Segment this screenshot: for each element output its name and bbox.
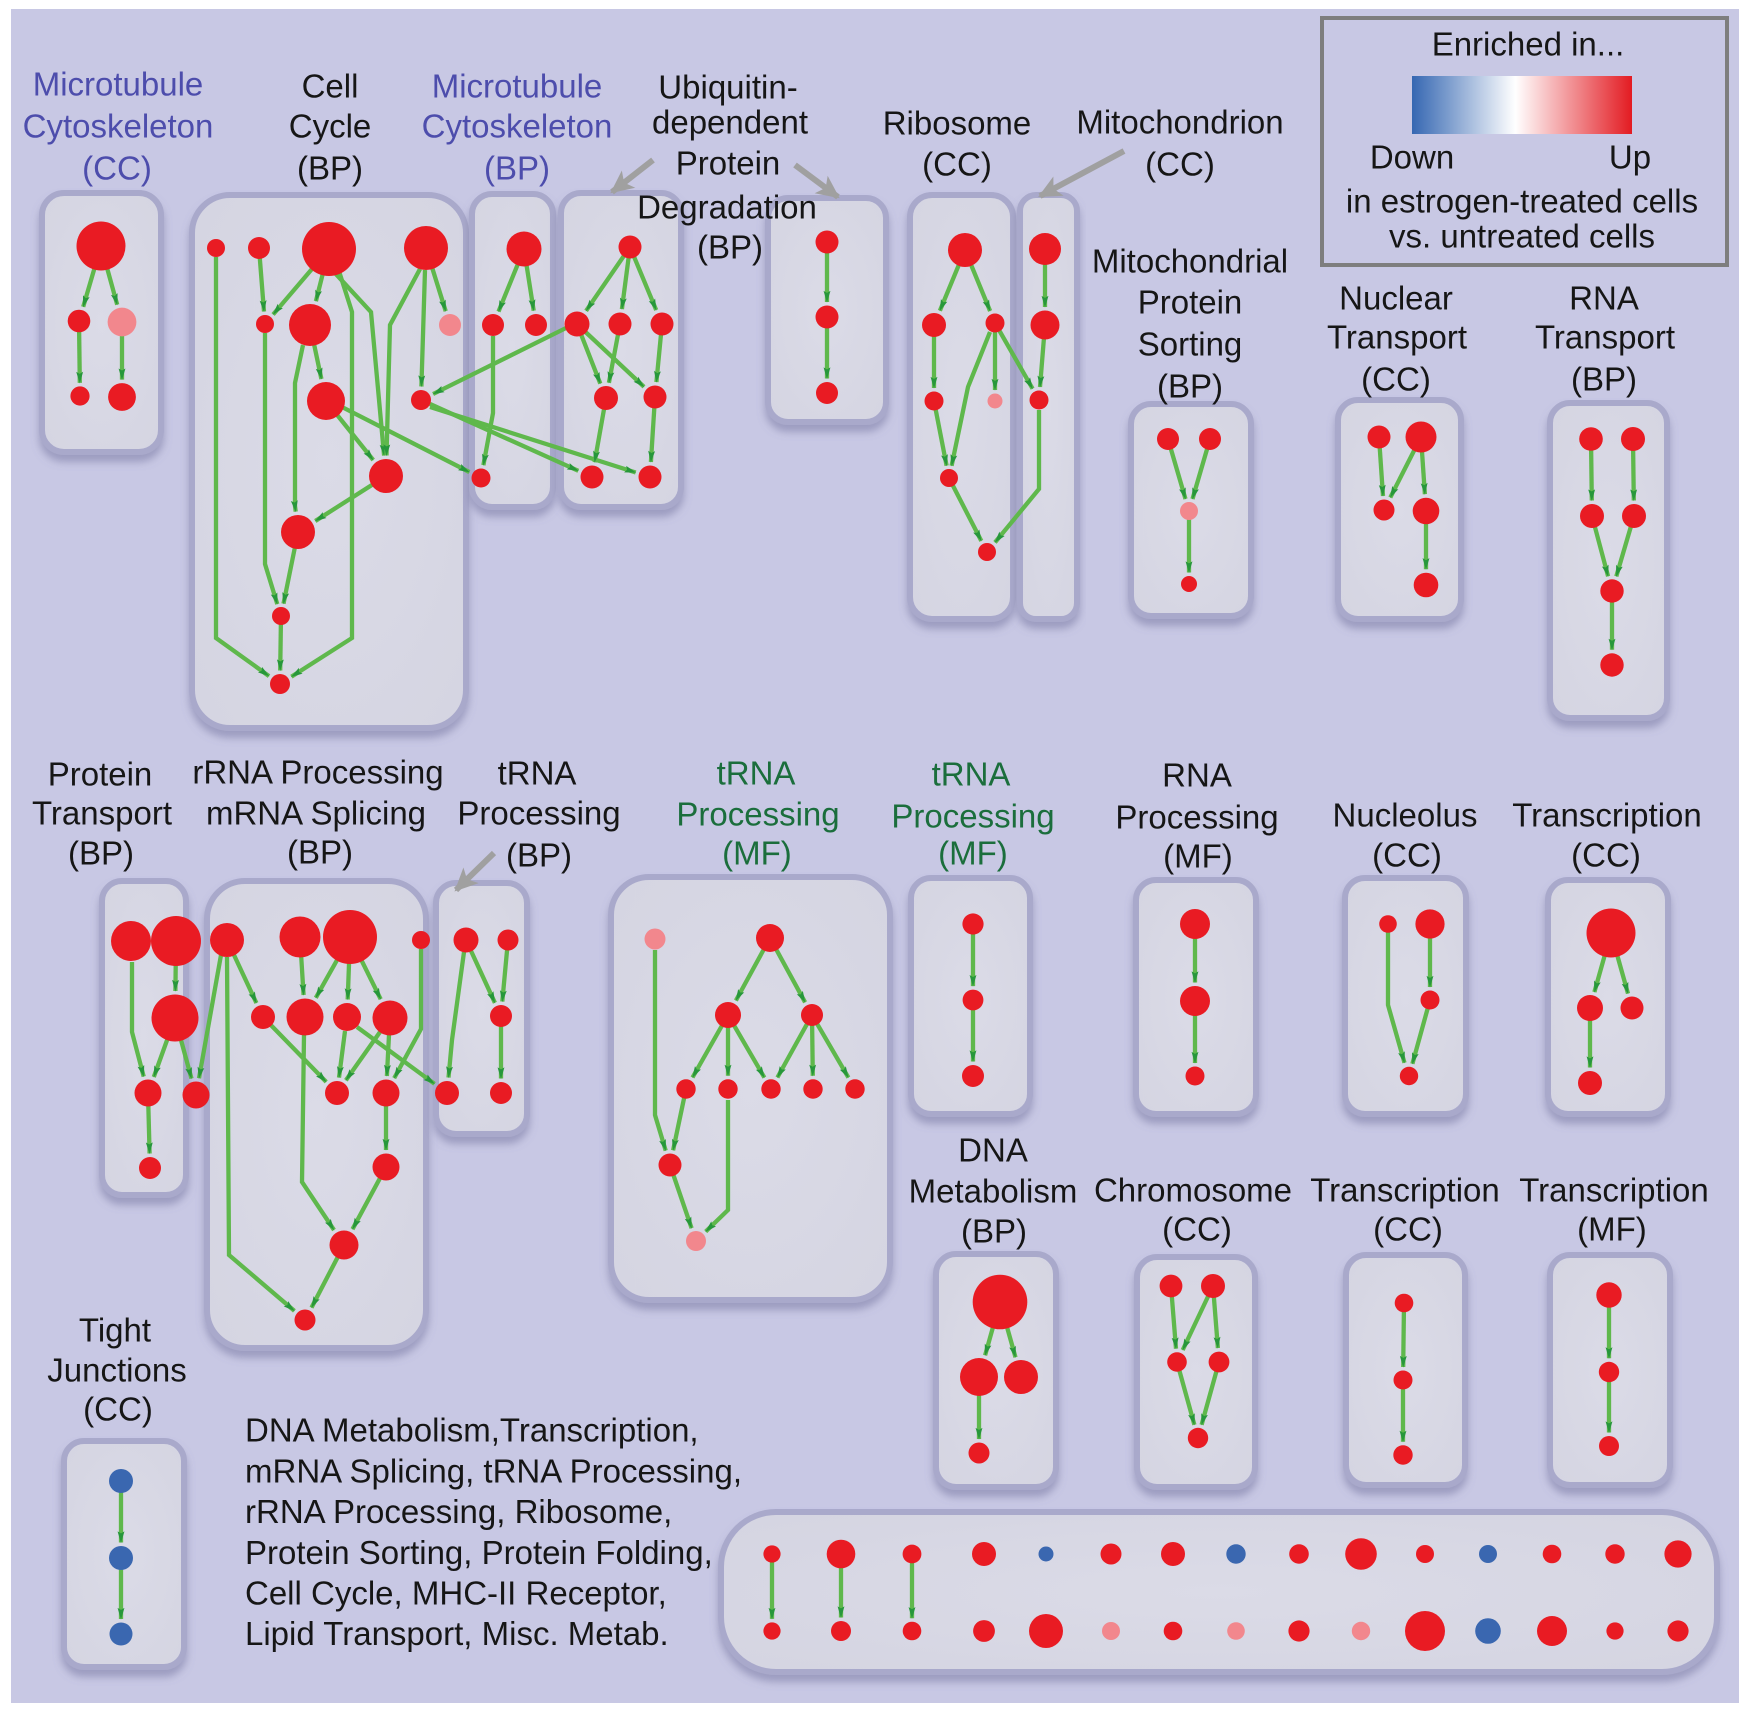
svg-text:(CC): (CC) xyxy=(83,1391,153,1428)
svg-text:Transport: Transport xyxy=(1535,319,1675,356)
svg-text:vs. untreated cells: vs. untreated cells xyxy=(1389,218,1655,255)
svg-text:Processing: Processing xyxy=(457,795,620,832)
svg-text:Down: Down xyxy=(1370,139,1454,176)
svg-text:Cell Cycle, MHC-II Receptor,: Cell Cycle, MHC-II Receptor, xyxy=(245,1575,667,1612)
svg-text:Nucleolus: Nucleolus xyxy=(1333,797,1478,834)
svg-text:Transcription: Transcription xyxy=(1512,797,1702,834)
svg-text:(BP): (BP) xyxy=(287,834,353,871)
svg-text:(BP): (BP) xyxy=(484,150,550,187)
svg-text:(CC): (CC) xyxy=(922,146,992,183)
svg-text:dependent: dependent xyxy=(652,104,808,141)
svg-text:tRNA: tRNA xyxy=(498,755,577,792)
svg-text:rRNA Processing, Ribosome,: rRNA Processing, Ribosome, xyxy=(245,1493,672,1530)
svg-text:Cell: Cell xyxy=(302,68,359,105)
svg-text:Tight: Tight xyxy=(79,1312,151,1349)
svg-text:(BP): (BP) xyxy=(1157,368,1223,405)
svg-text:Transport: Transport xyxy=(1327,319,1467,356)
svg-text:Protein: Protein xyxy=(1138,284,1243,321)
svg-text:tRNA: tRNA xyxy=(932,756,1011,793)
svg-text:(CC): (CC) xyxy=(1373,1211,1443,1248)
svg-text:Mitochondrion: Mitochondrion xyxy=(1076,104,1283,141)
svg-text:Chromosome: Chromosome xyxy=(1094,1172,1292,1209)
svg-text:in estrogen-treated cells: in estrogen-treated cells xyxy=(1346,183,1698,220)
svg-text:RNA: RNA xyxy=(1569,280,1639,317)
svg-text:(MF): (MF) xyxy=(938,835,1008,872)
svg-text:Mitochondrial: Mitochondrial xyxy=(1092,243,1288,280)
svg-text:(MF): (MF) xyxy=(722,835,792,872)
svg-text:mRNA Splicing, tRNA Processing: mRNA Splicing, tRNA Processing, xyxy=(245,1452,742,1489)
svg-text:DNA Metabolism,Transcription,: DNA Metabolism,Transcription, xyxy=(245,1412,699,1449)
svg-text:Cytoskeleton: Cytoskeleton xyxy=(23,108,214,145)
svg-text:Cytoskeleton: Cytoskeleton xyxy=(422,108,613,145)
svg-text:Ubiquitin-: Ubiquitin- xyxy=(658,69,797,106)
svg-text:Processing: Processing xyxy=(676,796,839,833)
svg-text:Degradation: Degradation xyxy=(637,189,817,226)
svg-text:Protein Sorting, Protein Foldi: Protein Sorting, Protein Folding, xyxy=(245,1534,713,1571)
svg-text:DNA: DNA xyxy=(958,1132,1028,1169)
svg-text:(CC): (CC) xyxy=(1162,1211,1232,1248)
svg-text:rRNA Processing: rRNA Processing xyxy=(192,754,443,791)
svg-text:(CC): (CC) xyxy=(1361,361,1431,398)
svg-text:(CC): (CC) xyxy=(82,150,152,187)
svg-text:mRNA Splicing: mRNA Splicing xyxy=(206,795,426,832)
svg-text:Up: Up xyxy=(1609,139,1651,176)
svg-text:Microtubule: Microtubule xyxy=(33,66,204,103)
svg-text:Protein: Protein xyxy=(676,145,781,182)
svg-text:Metabolism: Metabolism xyxy=(909,1173,1078,1210)
svg-text:Processing: Processing xyxy=(1115,799,1278,836)
svg-text:(BP): (BP) xyxy=(697,229,763,266)
svg-text:Microtubule: Microtubule xyxy=(432,68,603,105)
svg-text:Transcription: Transcription xyxy=(1310,1172,1500,1209)
svg-text:(CC): (CC) xyxy=(1571,837,1641,874)
svg-text:Protein: Protein xyxy=(48,756,153,793)
svg-text:tRNA: tRNA xyxy=(717,755,796,792)
svg-text:(BP): (BP) xyxy=(961,1213,1027,1250)
svg-text:Enriched in...: Enriched in... xyxy=(1432,26,1625,63)
svg-text:Transcription: Transcription xyxy=(1519,1172,1709,1209)
svg-text:Lipid Transport, Misc. Metab.: Lipid Transport, Misc. Metab. xyxy=(245,1615,669,1652)
svg-text:(MF): (MF) xyxy=(1163,838,1233,875)
svg-text:(BP): (BP) xyxy=(297,150,363,187)
svg-text:RNA: RNA xyxy=(1162,757,1232,794)
svg-text:(CC): (CC) xyxy=(1372,837,1442,874)
svg-text:Ribosome: Ribosome xyxy=(883,105,1032,142)
svg-text:(BP): (BP) xyxy=(1571,361,1637,398)
svg-text:(MF): (MF) xyxy=(1577,1211,1647,1248)
svg-text:Processing: Processing xyxy=(891,798,1054,835)
svg-text:(CC): (CC) xyxy=(1145,146,1215,183)
svg-text:Sorting: Sorting xyxy=(1138,326,1243,363)
svg-text:Cycle: Cycle xyxy=(289,108,372,145)
svg-text:Nuclear: Nuclear xyxy=(1339,280,1453,317)
svg-text:Junctions: Junctions xyxy=(47,1352,186,1389)
svg-text:Transport: Transport xyxy=(32,795,172,832)
svg-text:(BP): (BP) xyxy=(506,837,572,874)
svg-text:(BP): (BP) xyxy=(68,835,134,872)
